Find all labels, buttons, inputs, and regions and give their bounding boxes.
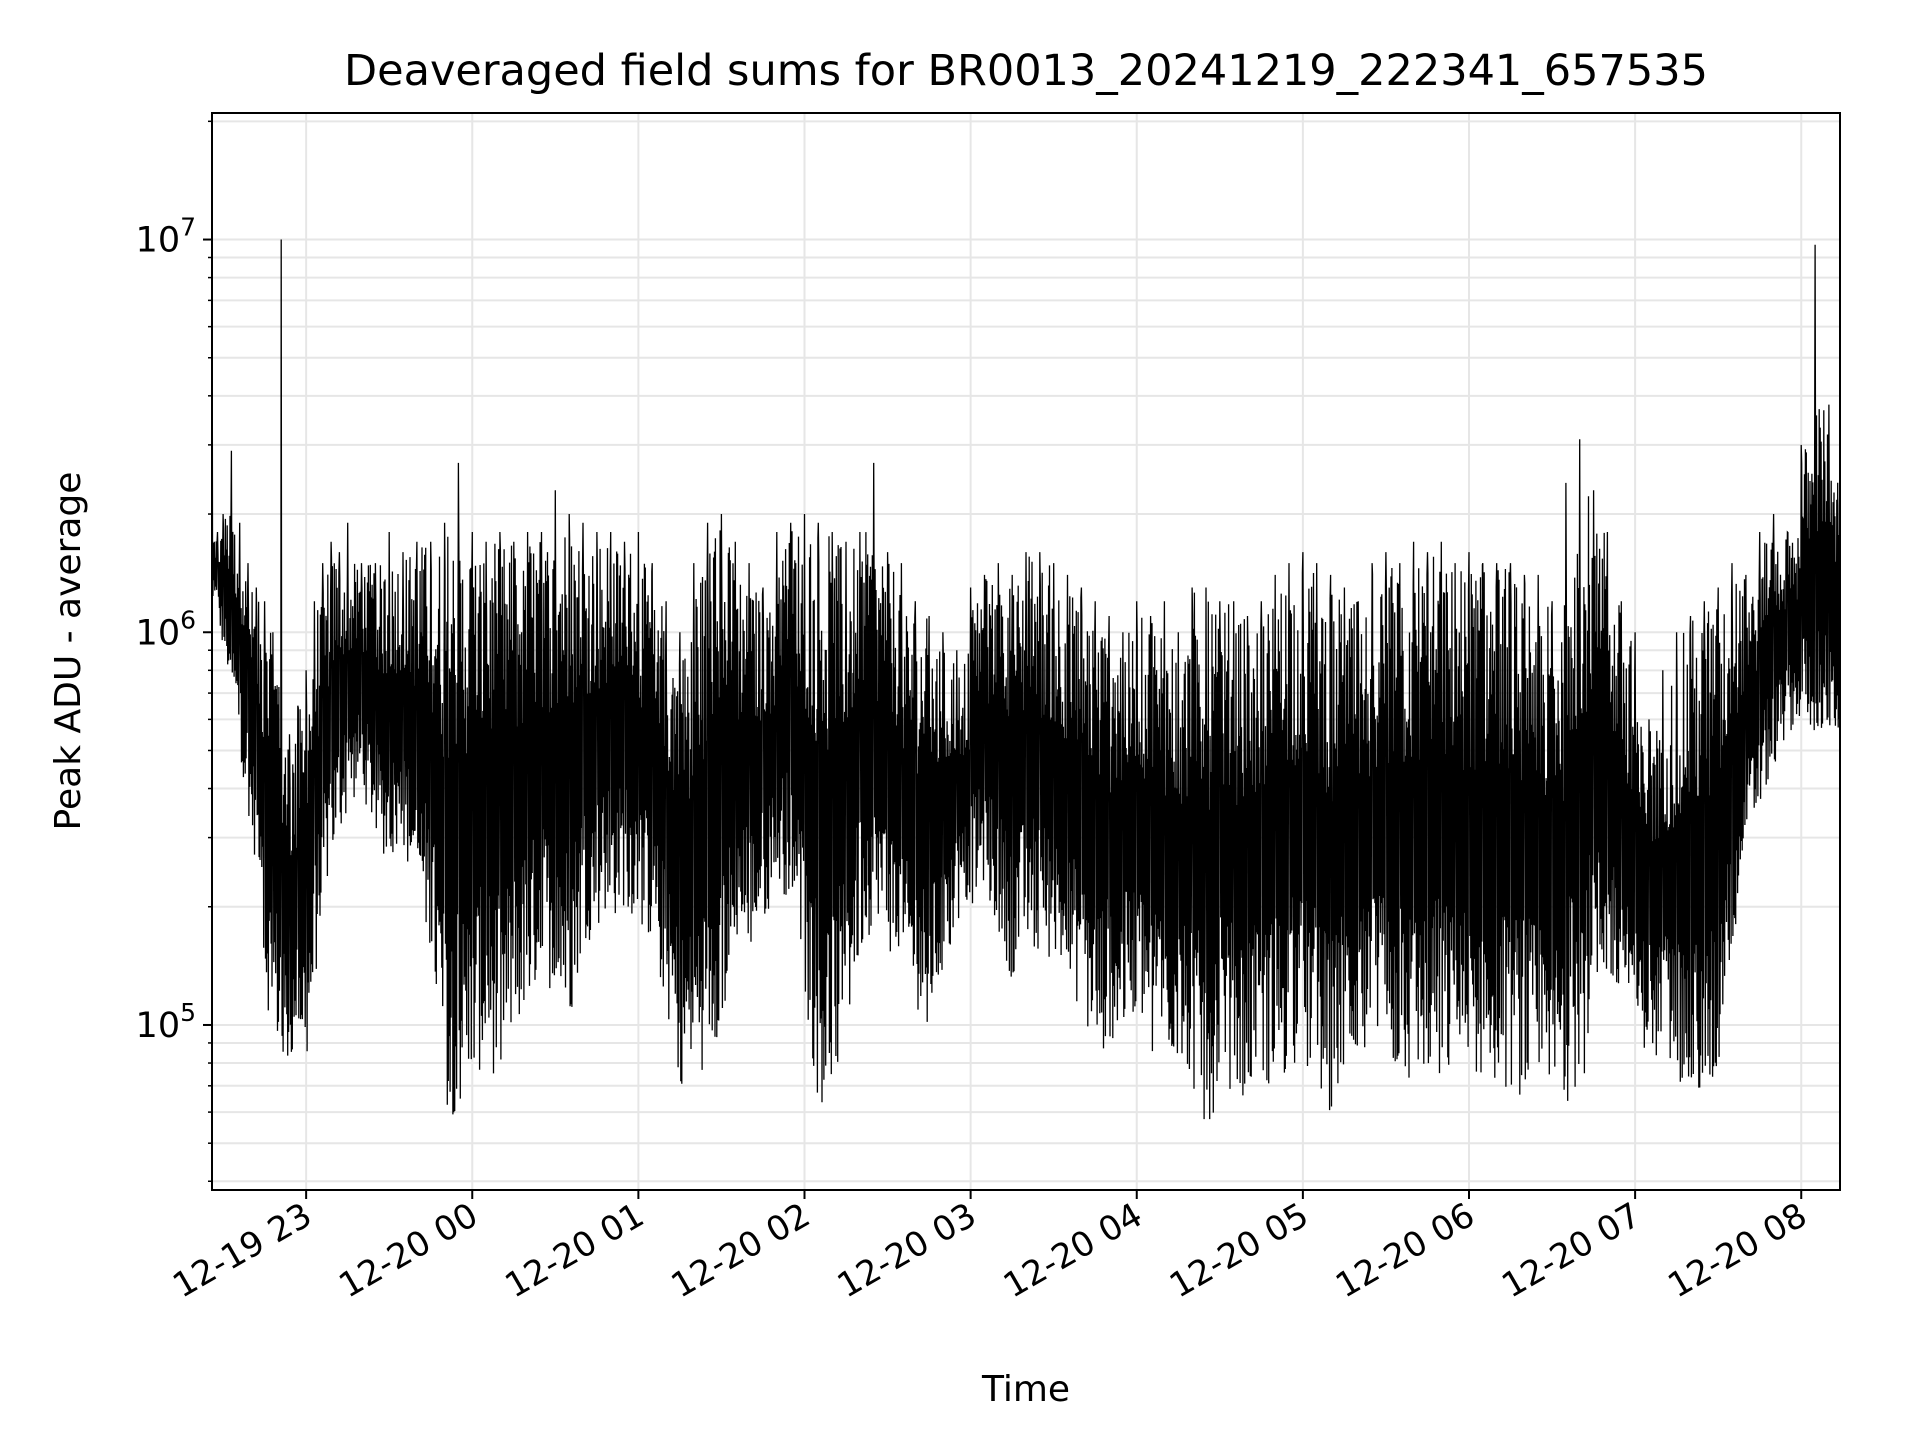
y-axis: 105 106 107	[136, 120, 212, 1183]
y-tick-label: 105	[136, 998, 196, 1046]
y-tick-label: 106	[136, 605, 196, 653]
data-series	[211, 170, 1841, 1120]
chart-title: Deaveraged field sums for BR0013_2024121…	[344, 46, 1708, 96]
y-tick-label: 107	[136, 213, 196, 261]
data-line	[211, 170, 1841, 1120]
y-axis-label: Peak ADU - average	[48, 472, 89, 831]
plot-frame	[211, 112, 1841, 1191]
x-axis-label: Time	[981, 1369, 1070, 1410]
